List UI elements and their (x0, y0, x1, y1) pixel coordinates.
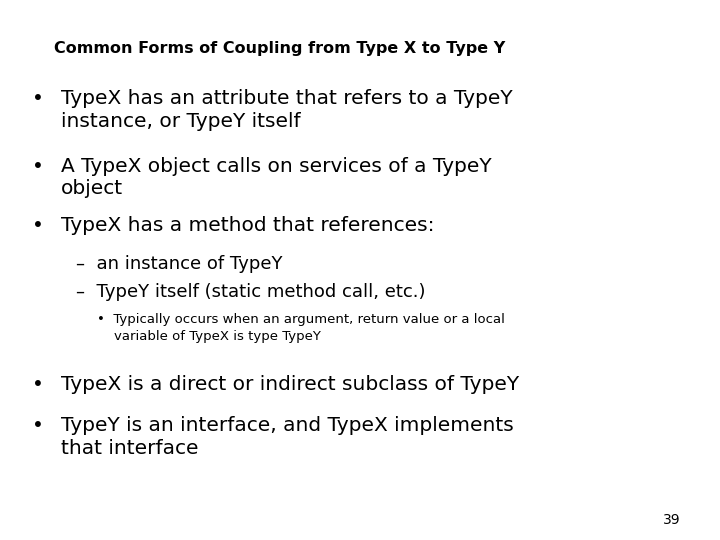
Text: •: • (32, 216, 44, 235)
Text: 39: 39 (663, 512, 680, 526)
Text: Common Forms of Coupling from Type X to Type Y: Common Forms of Coupling from Type X to … (54, 40, 505, 56)
Text: •  Typically occurs when an argument, return value or a local: • Typically occurs when an argument, ret… (97, 313, 505, 326)
Text: •: • (32, 375, 44, 394)
Text: variable of TypeX is type TypeY: variable of TypeX is type TypeY (97, 330, 321, 343)
Text: –  TypeY itself (static method call, etc.): – TypeY itself (static method call, etc.… (76, 283, 425, 301)
Text: TypeX is a direct or indirect subclass of TypeY: TypeX is a direct or indirect subclass o… (61, 375, 519, 394)
Text: •: • (32, 416, 44, 435)
Text: •: • (32, 89, 44, 108)
Text: •: • (32, 157, 44, 176)
Text: TypeY is an interface, and TypeX implements
that interface: TypeY is an interface, and TypeX impleme… (61, 416, 514, 457)
Text: –  an instance of TypeY: – an instance of TypeY (76, 255, 282, 273)
Text: TypeX has an attribute that refers to a TypeY
instance, or TypeY itself: TypeX has an attribute that refers to a … (61, 89, 513, 131)
Text: TypeX has a method that references:: TypeX has a method that references: (61, 216, 435, 235)
Text: A TypeX object calls on services of a TypeY
object: A TypeX object calls on services of a Ty… (61, 157, 492, 198)
